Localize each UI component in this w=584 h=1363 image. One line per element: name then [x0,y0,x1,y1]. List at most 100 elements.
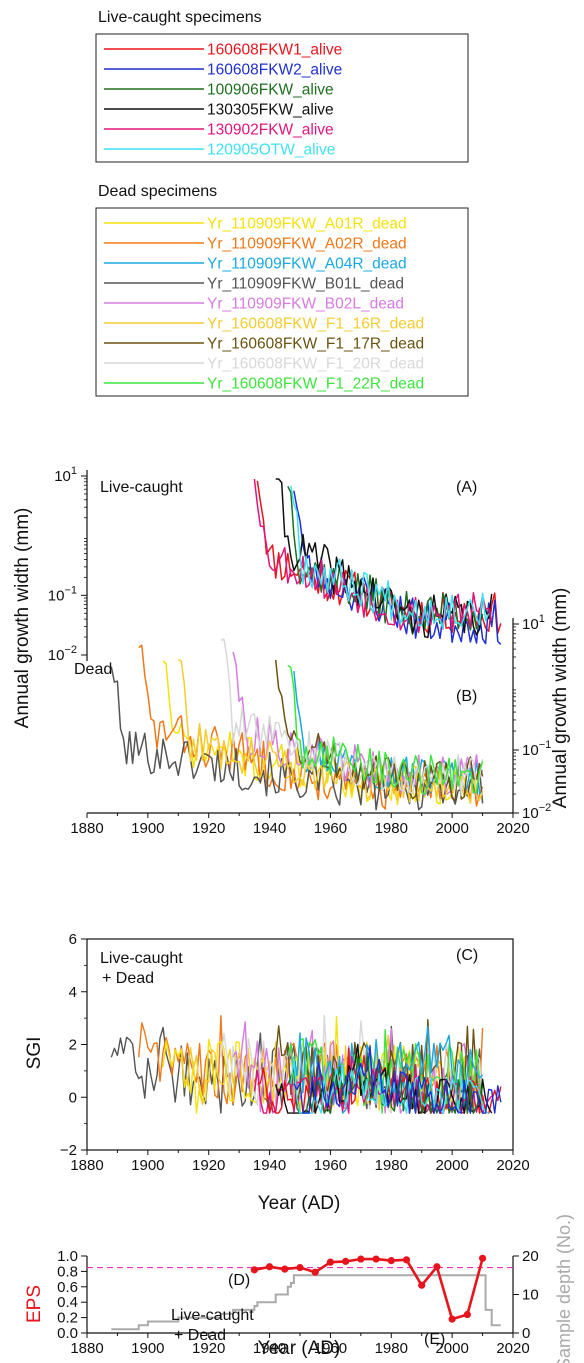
growth-xtick-label-1880: 1880 [70,820,103,837]
eps-point-1985 [402,1256,411,1264]
growth-xtick-label-2000: 2000 [435,820,468,837]
sgi-ytick-label-1: 6 [69,931,77,948]
dead-legend: Yr_110909FKW_A01R_dead Yr_110909FKW_A02R_… [95,207,469,397]
panel-d-letter: (D) [228,1272,250,1289]
dead-legend-label-9: Yr_160608FKW_F1_22R_dead [207,376,424,393]
eps-xtick-label-1940: 1940 [253,1340,286,1357]
eps-point-1975 [372,1255,380,1263]
live-legend-label-6: 120905OTW_alive [207,142,335,159]
growth-right-tick-label-1: 101 [522,613,545,633]
live-legend-label-5: 130902FKW_alive [207,122,334,139]
dead-legend-label-7: Yr_160608FKW_F1_17R_dead [207,336,424,353]
growth-xtick-label-1960: 1960 [314,820,347,837]
dead-growth-series-yr-160608fkw-f1-22r-dead [287,664,484,795]
sgi-xtick-label-1980: 1980 [375,1157,408,1174]
dead-legend-label-2: Yr_110909FKW_A02R_dead [207,236,407,253]
sgi-xtick-label-1880: 1880 [70,1157,103,1174]
growth-right-tick-label-3: 10−2 [522,802,551,822]
eps-ytick-label-3: 0.6 [57,1279,78,1296]
live-legend: 160608FKW1_alive 160608FKW2_alive 100906FK… [95,33,469,163]
panel-a-letter: (A) [456,479,477,496]
sgi-xtick-label-2020: 2020 [496,1157,529,1174]
dead-legend-label-5: Yr_110909FKW_B02L_dead [207,296,404,313]
eps-xtick-label-2020: 2020 [496,1340,529,1357]
sgi-series-120905otw-alive [290,1059,489,1114]
eps-ytick-label-5: 0.2 [57,1310,78,1327]
eps-ytick-label-4: 0.4 [57,1294,78,1311]
growth-right-tick-label-2: 10−1 [522,739,551,759]
sgi-ylabel: SGI [24,1037,45,1070]
sgi-xtick-label-1960: 1960 [314,1157,347,1174]
live-legend-label-3: 100906FKW_alive [207,82,334,99]
panel-c-label-line2: + Dead [102,970,154,987]
live-legend-title: Live-caught specimens [98,9,262,26]
eps-ytick-label-1: 1.0 [57,1248,78,1265]
panel-d-label-line2: + Dead [174,1327,226,1344]
eps-point-1945 [281,1265,289,1273]
dead-legend-frame [95,207,469,397]
sgi-xtick-label-1900: 1900 [131,1157,164,1174]
panel-d-label-line1: Live-caught [171,1307,254,1324]
live-legend-frame [95,33,469,163]
eps-point-2000 [448,1315,456,1323]
growth-xtick-label-1940: 1940 [253,820,286,837]
eps-xtick-label-1980: 1980 [375,1340,408,1357]
eps-ytick-label-6: 0.0 [57,1325,78,1342]
depth-ylabel: Sample depth (No.) [554,1214,574,1363]
sgi-panel: 1880 1900 1920 1940 1960 1980 2000 2020 6 4 2 0 −2 [60,931,530,1174]
panel-c-letter: (C) [456,947,478,964]
growth-right-ylabel: Annual growth width (mm) [550,588,571,809]
eps-point-2010 [478,1254,487,1262]
live-legend-label-4: 130305FKW_alive [207,102,334,119]
sgi-ytick-label-5: −2 [60,1142,77,1159]
sgi-xlabel: Year (AD) [258,1193,341,1214]
eps-ytick-label-2: 0.8 [57,1263,78,1280]
eps-xlabel: Year (AD) [258,1338,341,1359]
dead-legend-label-4: Yr_110909FKW_B01L_dead [207,276,404,293]
eps-point-1940 [265,1263,274,1271]
eps-point-1950 [296,1263,304,1272]
live-legend-label-1: 160608FKW1_alive [207,42,342,59]
eps-xtick-label-1960: 1960 [314,1340,347,1357]
growth-left-tick-label-1: 101 [54,465,77,485]
growth-xtick-label-2020: 2020 [496,820,529,837]
live-growth-series-100906fkw-alive [287,485,484,635]
live-legend-label-2: 160608FKW2_alive [207,62,342,79]
eps-point-1965 [342,1257,350,1265]
growth-xtick-label-1920: 1920 [192,820,225,837]
sample-depth-line [111,1274,501,1331]
sgi-ytick-label-2: 4 [69,984,77,1001]
dead-growth-series-yr-110909fkw-b01l-dead [110,666,484,811]
eps-ylabel: EPS [24,1285,45,1323]
eps-xtick-label-1920: 1920 [192,1340,225,1357]
eps-point-1995 [433,1263,441,1271]
growth-left-ylabel: Annual growth width (mm) [12,508,33,729]
depth-ytick-label-3: 0 [522,1325,530,1342]
growth-left-tick-label-3: 10−2 [48,644,77,664]
eps-point-1990 [418,1281,426,1289]
eps-point-2005 [463,1310,471,1319]
panel-a-label: Live-caught [100,479,183,496]
panel-b-letter: (B) [456,688,477,705]
depth-ytick-label-2: 10 [522,1287,539,1304]
dead-legend-label-6: Yr_160608FKW_F1_16R_dead [207,316,424,333]
sgi-xtick-label-1920: 1920 [192,1157,225,1174]
eps-point-1935 [250,1266,258,1274]
dead-legend-title: Dead specimens [98,183,217,200]
eps-point-1980 [387,1257,395,1265]
sgi-xtick-label-2000: 2000 [435,1157,468,1174]
depth-ytick-label-1: 20 [522,1248,539,1265]
eps-line [254,1257,484,1321]
sgi-ytick-label-4: 0 [69,1089,77,1106]
eps-point-1955 [311,1268,319,1276]
panel-b-label: Dead [74,661,112,678]
panel-e-letter: (E) [424,1331,445,1348]
sgi-series-160608fkw2-alive [293,1046,502,1114]
growth-left-tick-label-2: 10−1 [48,584,77,604]
dead-legend-label-1: Yr_110909FKW_A01R_dead [207,216,407,233]
dead-growth-series-yr-160608fkw-f1-20r-dead [220,638,484,796]
eps-point-1960 [326,1258,335,1266]
panel-c-label-line1: Live-caught [100,950,183,967]
eps-xtick-label-2000: 2000 [435,1340,468,1357]
